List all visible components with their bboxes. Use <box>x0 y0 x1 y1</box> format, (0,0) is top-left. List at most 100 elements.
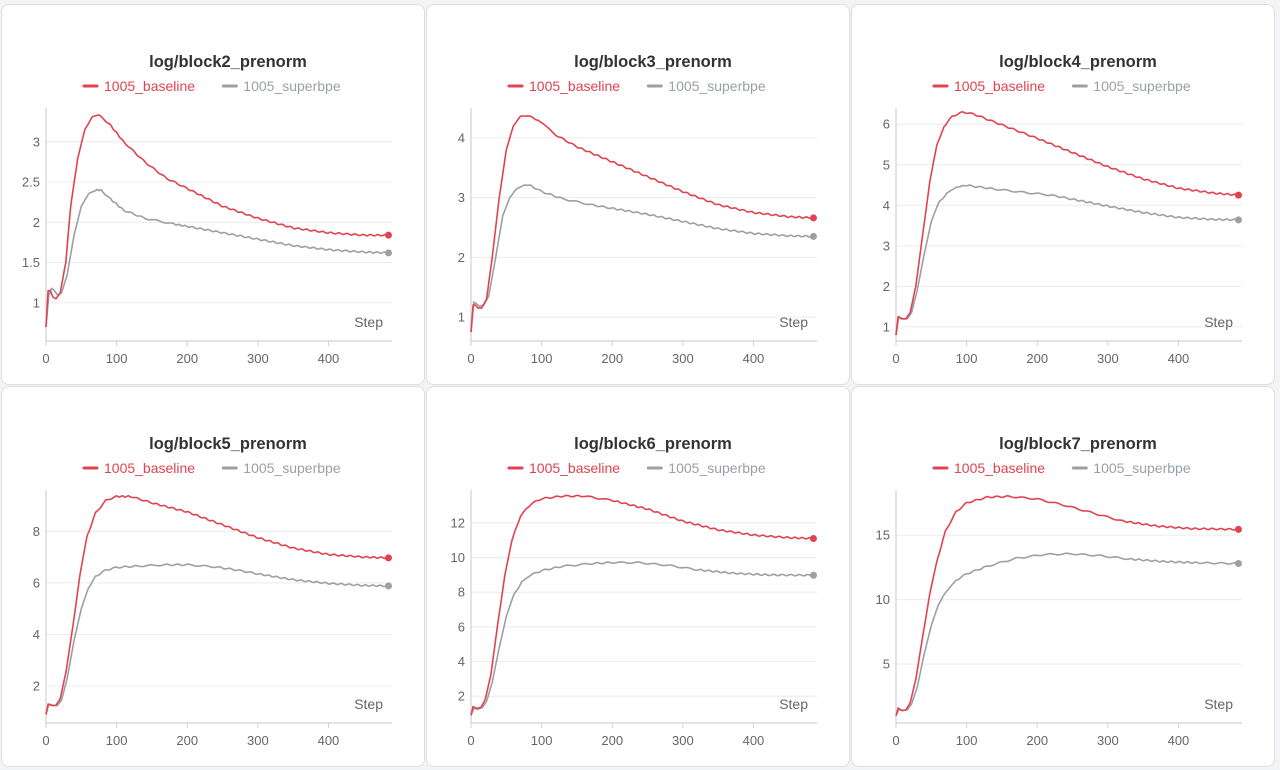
series-end-point[interactable] <box>384 554 392 562</box>
x-tick-label: 400 <box>1168 733 1190 748</box>
series-line-1005_baseline[interactable] <box>470 115 814 333</box>
series-line-1005_baseline[interactable] <box>895 495 1239 716</box>
x-axis-label: Step <box>354 314 383 330</box>
legend-label: 1005_baseline <box>954 78 1045 94</box>
legend-item[interactable]: 1005_baseline <box>507 78 620 94</box>
series-end-point[interactable] <box>809 571 817 579</box>
y-tick-label: 2 <box>33 679 40 694</box>
legend-item[interactable]: 1005_superbpe <box>646 460 766 476</box>
series-end-point[interactable] <box>809 232 817 240</box>
series-end-point[interactable] <box>1234 525 1242 533</box>
x-tick-label: 100 <box>106 351 128 366</box>
x-tick-label: 400 <box>318 351 340 366</box>
y-tick-label: 10 <box>451 550 465 565</box>
legend-item[interactable]: 1005_baseline <box>932 78 1045 94</box>
chart-title: log/block2_prenorm <box>149 53 307 71</box>
chart-svg: log/block6_prenorm 1005_baseline 1005_supe… <box>451 435 817 748</box>
chart-panel-block6: log/block6_prenorm 1005_baseline 1005_supe… <box>426 386 850 767</box>
y-tick-label: 2 <box>33 215 40 230</box>
legend-item[interactable]: 1005_superbpe <box>1071 460 1191 476</box>
legend-item[interactable]: 1005_superbpe <box>646 78 766 94</box>
y-tick-label: 5 <box>883 657 890 672</box>
chart-svg: log/block3_prenorm 1005_baseline 1005_supe… <box>458 53 817 366</box>
x-tick-label: 100 <box>531 351 553 366</box>
chart-panel-block3: log/block3_prenorm 1005_baseline 1005_supe… <box>426 4 850 385</box>
legend-label: 1005_baseline <box>104 78 195 94</box>
x-tick-label: 200 <box>601 733 623 748</box>
x-tick-label: 300 <box>247 733 269 748</box>
y-tick-label: 2 <box>458 250 465 265</box>
y-tick-label: 2 <box>458 689 465 704</box>
legend-label: 1005_baseline <box>954 460 1045 476</box>
legend-item[interactable]: 1005_superbpe <box>221 460 341 476</box>
x-tick-label: 400 <box>743 733 765 748</box>
y-tick-label: 3 <box>883 238 890 253</box>
legend-label: 1005_baseline <box>104 460 195 476</box>
legend-item[interactable]: 1005_baseline <box>82 460 195 476</box>
chart-panel-block4: log/block4_prenorm 1005_baseline 1005_supe… <box>851 4 1275 385</box>
y-tick-label: 4 <box>33 627 40 642</box>
series-line-1005_superbpe[interactable] <box>470 561 814 716</box>
x-tick-label: 0 <box>42 733 49 748</box>
series-end-point[interactable] <box>809 535 817 543</box>
y-tick-label: 1 <box>883 319 890 334</box>
legend-label: 1005_superbpe <box>668 460 766 476</box>
chart-title: log/block6_prenorm <box>574 435 732 453</box>
legend-label: 1005_superbpe <box>243 78 341 94</box>
x-axis-label: Step <box>779 696 808 712</box>
series-line-1005_superbpe[interactable] <box>45 563 389 715</box>
series-end-point[interactable] <box>384 582 392 590</box>
legend-label: 1005_superbpe <box>668 78 766 94</box>
series-line-1005_baseline[interactable] <box>45 495 389 715</box>
chart-title: log/block5_prenorm <box>149 435 307 453</box>
y-tick-label: 1 <box>458 310 465 325</box>
legend-item[interactable]: 1005_baseline <box>507 460 620 476</box>
y-tick-label: 3 <box>33 134 40 149</box>
series-line-1005_baseline[interactable] <box>470 494 814 716</box>
series-line-1005_superbpe[interactable] <box>895 552 1239 717</box>
legend-item[interactable]: 1005_baseline <box>82 78 195 94</box>
series-line-1005_superbpe[interactable] <box>45 188 389 328</box>
x-tick-label: 300 <box>1097 733 1119 748</box>
series-line-1005_baseline[interactable] <box>45 114 389 328</box>
x-axis-label: Step <box>779 314 808 330</box>
x-tick-label: 100 <box>531 733 553 748</box>
y-tick-label: 6 <box>33 575 40 590</box>
series-end-point[interactable] <box>1234 560 1242 568</box>
y-tick-label: 6 <box>883 117 890 132</box>
series-end-point[interactable] <box>809 214 817 222</box>
series-end-point[interactable] <box>1234 191 1242 199</box>
y-tick-label: 10 <box>876 592 890 607</box>
x-tick-label: 400 <box>1168 351 1190 366</box>
x-tick-label: 400 <box>743 351 765 366</box>
x-tick-label: 400 <box>318 733 340 748</box>
x-axis-label: Step <box>354 696 383 712</box>
legend-item[interactable]: 1005_baseline <box>932 460 1045 476</box>
series-end-point[interactable] <box>384 249 392 257</box>
chart-title: log/block3_prenorm <box>574 53 732 71</box>
y-tick-label: 4 <box>883 198 890 213</box>
x-tick-label: 0 <box>467 733 474 748</box>
x-tick-label: 200 <box>176 351 198 366</box>
x-tick-label: 300 <box>247 351 269 366</box>
legend-label: 1005_superbpe <box>1093 78 1191 94</box>
y-tick-label: 2.5 <box>22 175 40 190</box>
x-tick-label: 100 <box>106 733 128 748</box>
series-line-1005_baseline[interactable] <box>895 111 1239 336</box>
x-axis-label: Step <box>1204 696 1233 712</box>
x-tick-label: 200 <box>176 733 198 748</box>
x-tick-label: 300 <box>1097 351 1119 366</box>
legend-item[interactable]: 1005_superbpe <box>221 78 341 94</box>
y-tick-label: 15 <box>876 528 890 543</box>
chart-svg: log/block4_prenorm 1005_baseline 1005_supe… <box>883 53 1242 366</box>
x-tick-label: 100 <box>956 351 978 366</box>
legend-label: 1005_baseline <box>529 78 620 94</box>
series-line-1005_superbpe[interactable] <box>470 184 814 333</box>
series-end-point[interactable] <box>1234 216 1242 224</box>
series-end-point[interactable] <box>384 231 392 239</box>
y-tick-label: 6 <box>458 619 465 634</box>
legend-label: 1005_superbpe <box>1093 460 1191 476</box>
x-tick-label: 0 <box>892 733 899 748</box>
legend-item[interactable]: 1005_superbpe <box>1071 78 1191 94</box>
series-line-1005_superbpe[interactable] <box>895 184 1239 336</box>
